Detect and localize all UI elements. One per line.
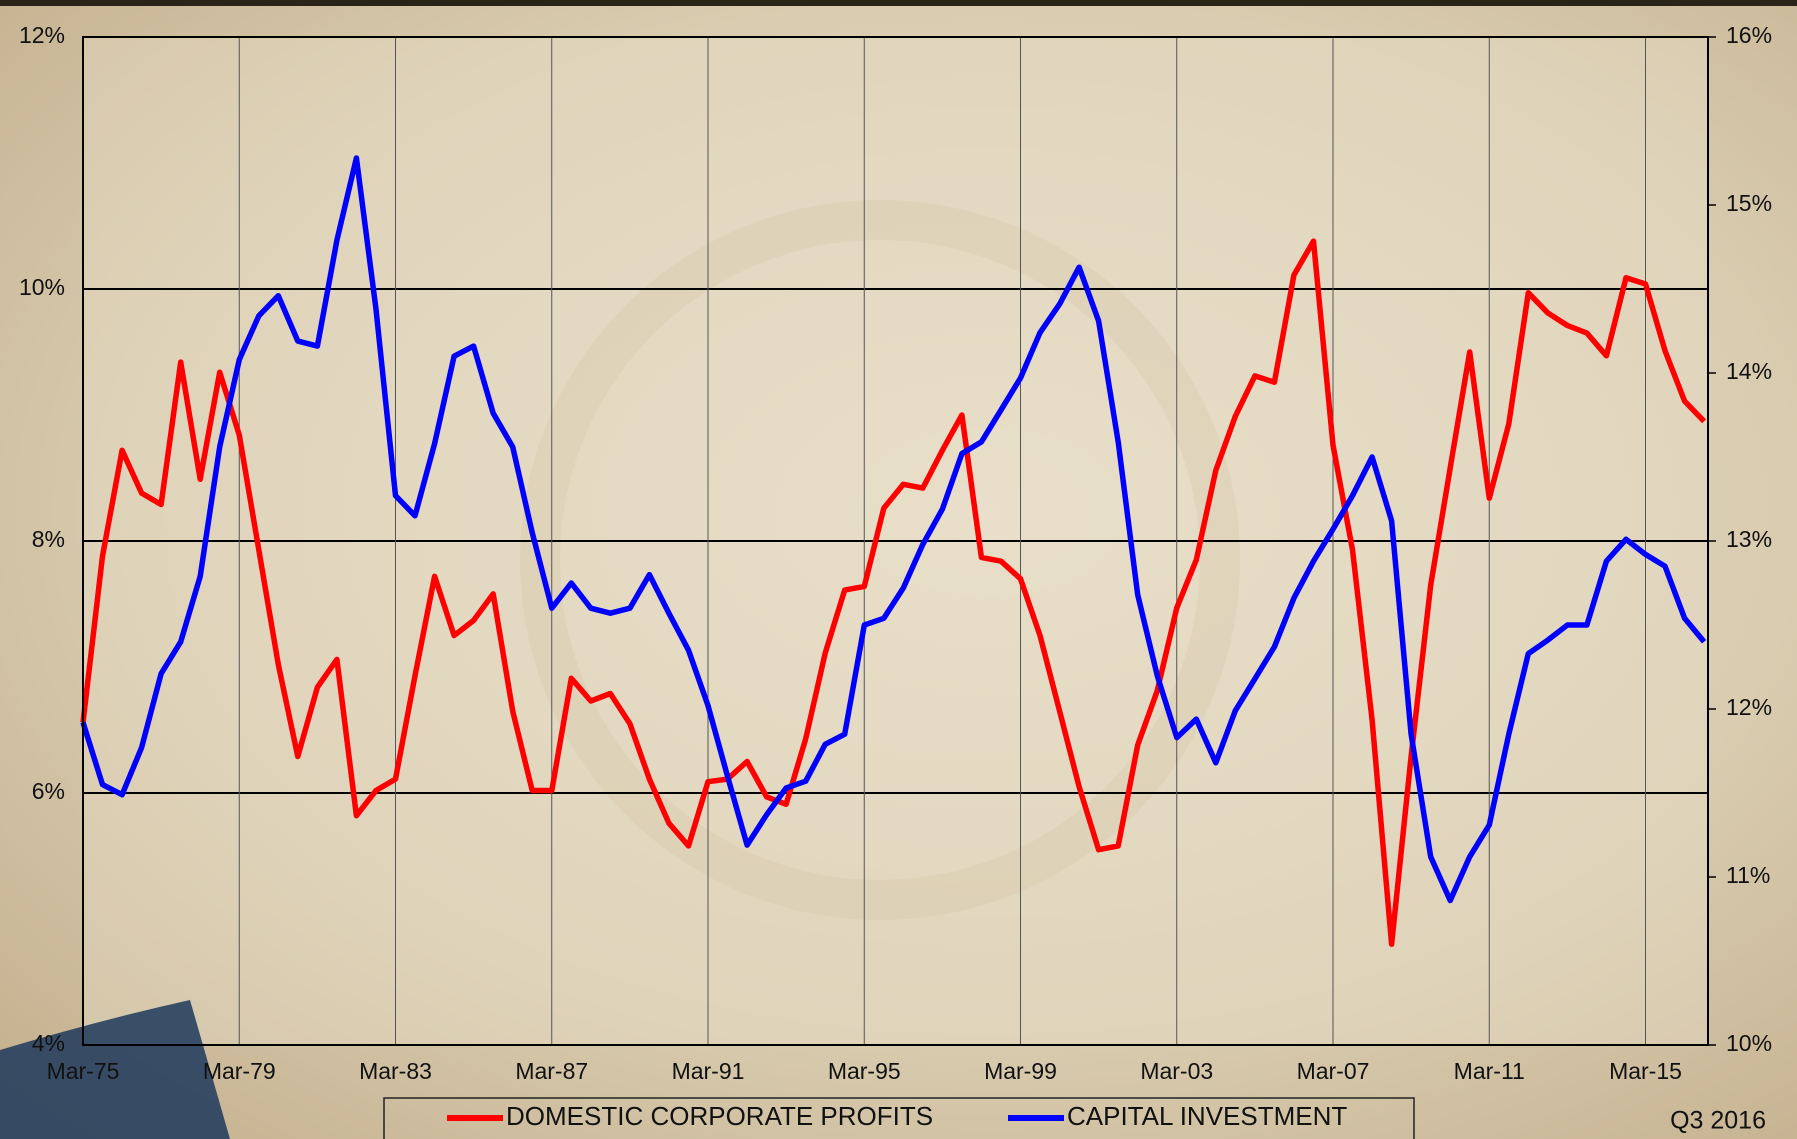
x-tick-label: Mar-83	[359, 1058, 432, 1084]
y-tick-label: 6%	[32, 778, 65, 804]
top-strip	[0, 0, 1797, 6]
y-tick-label: 4%	[32, 1030, 65, 1056]
annotation: Q3 2016	[1670, 1107, 1766, 1135]
x-tick-label: Mar-99	[984, 1058, 1057, 1084]
x-tick-label: Mar-15	[1609, 1058, 1682, 1084]
x-tick-label: Mar-87	[515, 1058, 588, 1084]
y2-tick-label: 15%	[1726, 190, 1772, 216]
x-tick-label: Mar-91	[672, 1058, 745, 1084]
y-tick-label: 8%	[32, 526, 65, 552]
y2-tick-label: 12%	[1726, 694, 1772, 720]
y2-tick-label: 11%	[1726, 862, 1770, 888]
y2-tick-label: 14%	[1726, 358, 1772, 384]
x-tick-label: Mar-11	[1454, 1058, 1525, 1084]
x-tick-label: Mar-07	[1297, 1058, 1370, 1084]
y2-tick-label: 16%	[1726, 22, 1772, 48]
series-line	[80, 155, 1707, 904]
y2-tick-label: 13%	[1726, 526, 1772, 552]
legend-label: CAPITAL INVESTMENT	[1067, 1101, 1347, 1131]
series-lines	[80, 155, 1707, 947]
x-tick-label: Mar-79	[203, 1058, 276, 1084]
x-tick-label: Mar-03	[1140, 1058, 1213, 1084]
y2-tick-label: 10%	[1726, 1030, 1772, 1056]
y-tick-label: 12%	[19, 22, 65, 48]
legend-box	[383, 1097, 1415, 1139]
series-line	[80, 238, 1707, 947]
x-tick-label: Mar-75	[47, 1058, 120, 1084]
corner-decoration	[0, 1000, 230, 1139]
y-tick-label: 10%	[19, 274, 65, 300]
plot-border	[82, 36, 1709, 1046]
labels: 4% 6% 8% 10% 12% 10% 11% 12% 13% 14% 15% 16% Mar-75 M…	[19, 22, 1772, 1131]
legend-label: DOMESTIC CORPORATE PROFITS	[506, 1101, 933, 1131]
x-tick-label: Mar-95	[828, 1058, 901, 1084]
